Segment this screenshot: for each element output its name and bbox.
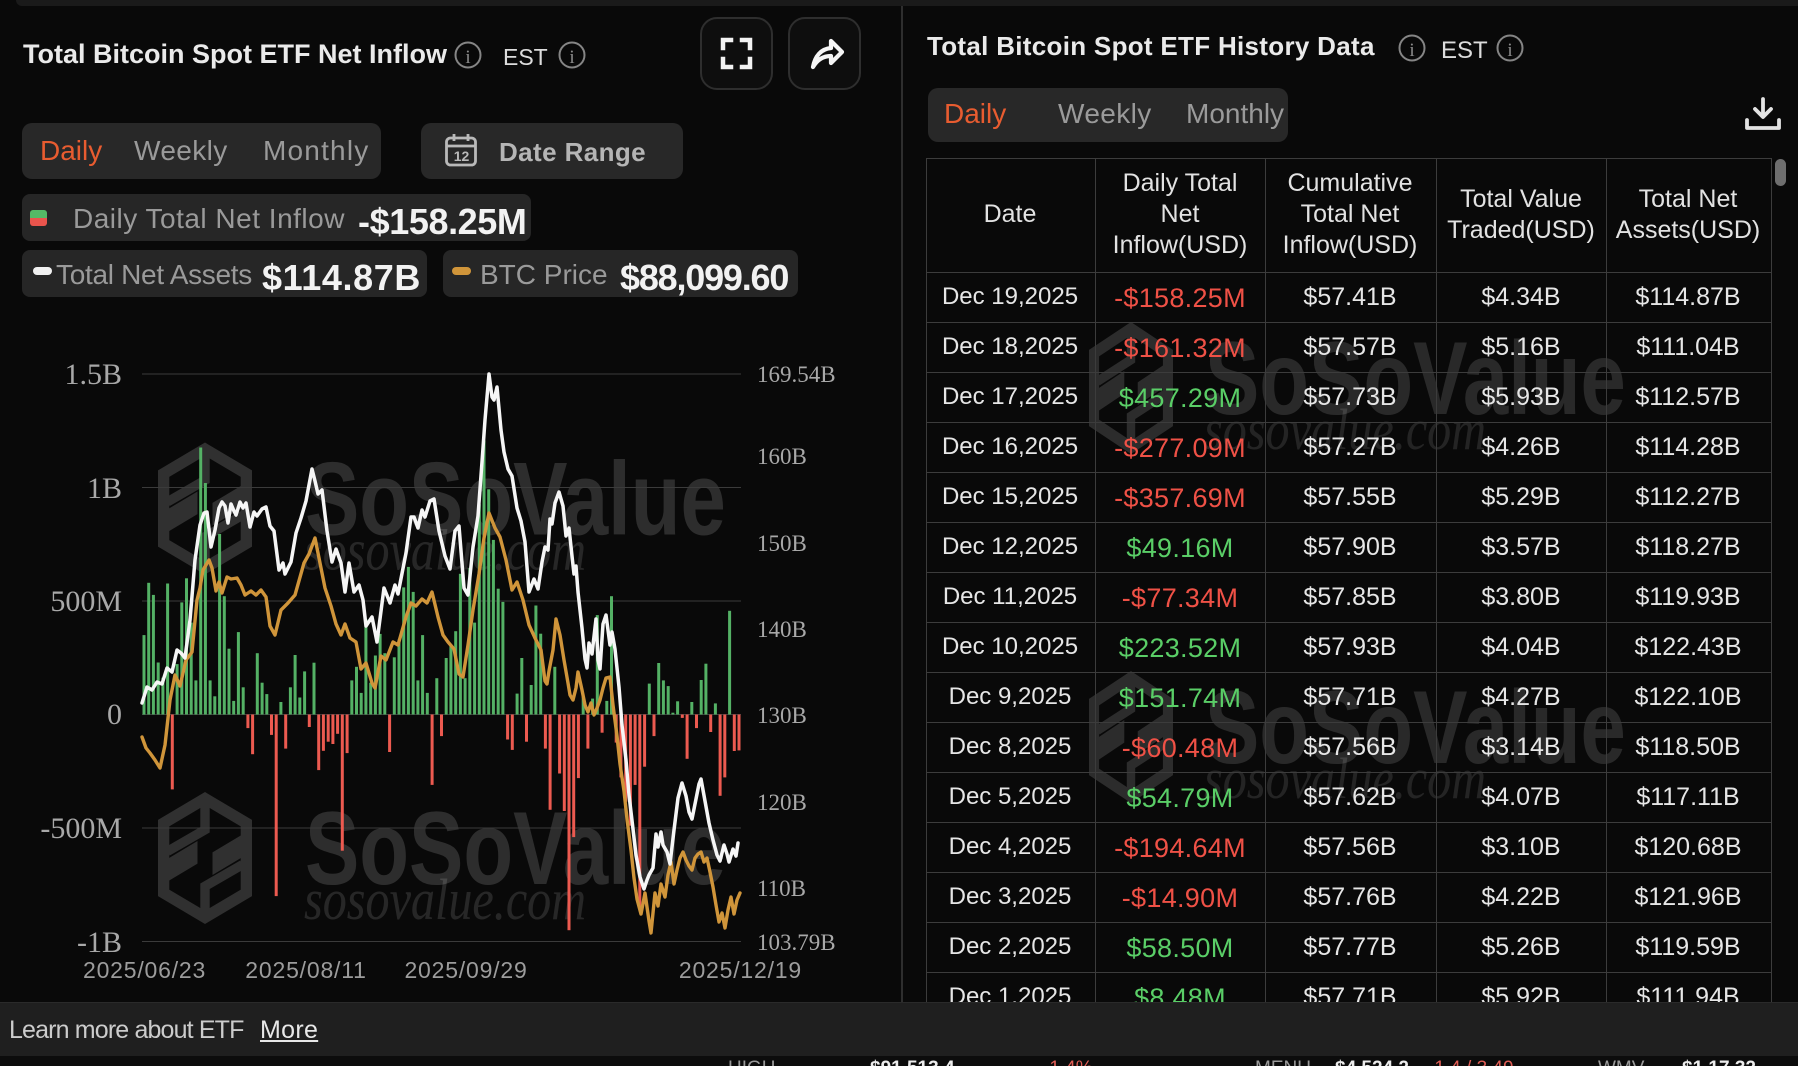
svg-text:sosovalue.com: sosovalue.com [1204,747,1486,811]
svg-text:i: i [1507,40,1512,61]
svg-text:1.5B: 1.5B [64,358,122,391]
svg-text:SoSoValue: SoSoValue [1205,319,1626,436]
svg-text:12: 12 [454,148,470,164]
svg-text:0: 0 [107,698,122,731]
svg-text:sosovalue.com: sosovalue.com [1204,398,1486,462]
svg-text:120B: 120B [757,790,807,815]
svg-text:2025/08/11: 2025/08/11 [245,957,366,983]
svg-text:-500M: -500M [40,812,122,845]
svg-text:2025/09/29: 2025/09/29 [404,957,527,983]
svg-text:-1B: -1B [77,926,122,959]
svg-text:i: i [1409,40,1414,61]
svg-text:2025/12/19: 2025/12/19 [679,957,802,983]
svg-text:160B: 160B [757,444,807,469]
svg-text:i: i [465,47,470,68]
svg-text:SoSoValue: SoSoValue [1205,668,1626,785]
svg-text:110B: 110B [757,876,806,901]
svg-text:i: i [569,47,574,68]
svg-text:150B: 150B [757,531,807,556]
svg-text:103.79B: 103.79B [757,930,836,955]
svg-text:500M: 500M [50,585,122,618]
svg-text:130B: 130B [757,703,807,728]
svg-text:2025/06/23: 2025/06/23 [83,957,206,983]
svg-text:169.54B: 169.54B [757,362,836,387]
svg-text:sosovalue.com: sosovalue.com [304,868,586,932]
svg-text:1B: 1B [87,472,122,505]
svg-text:140B: 140B [757,617,807,642]
